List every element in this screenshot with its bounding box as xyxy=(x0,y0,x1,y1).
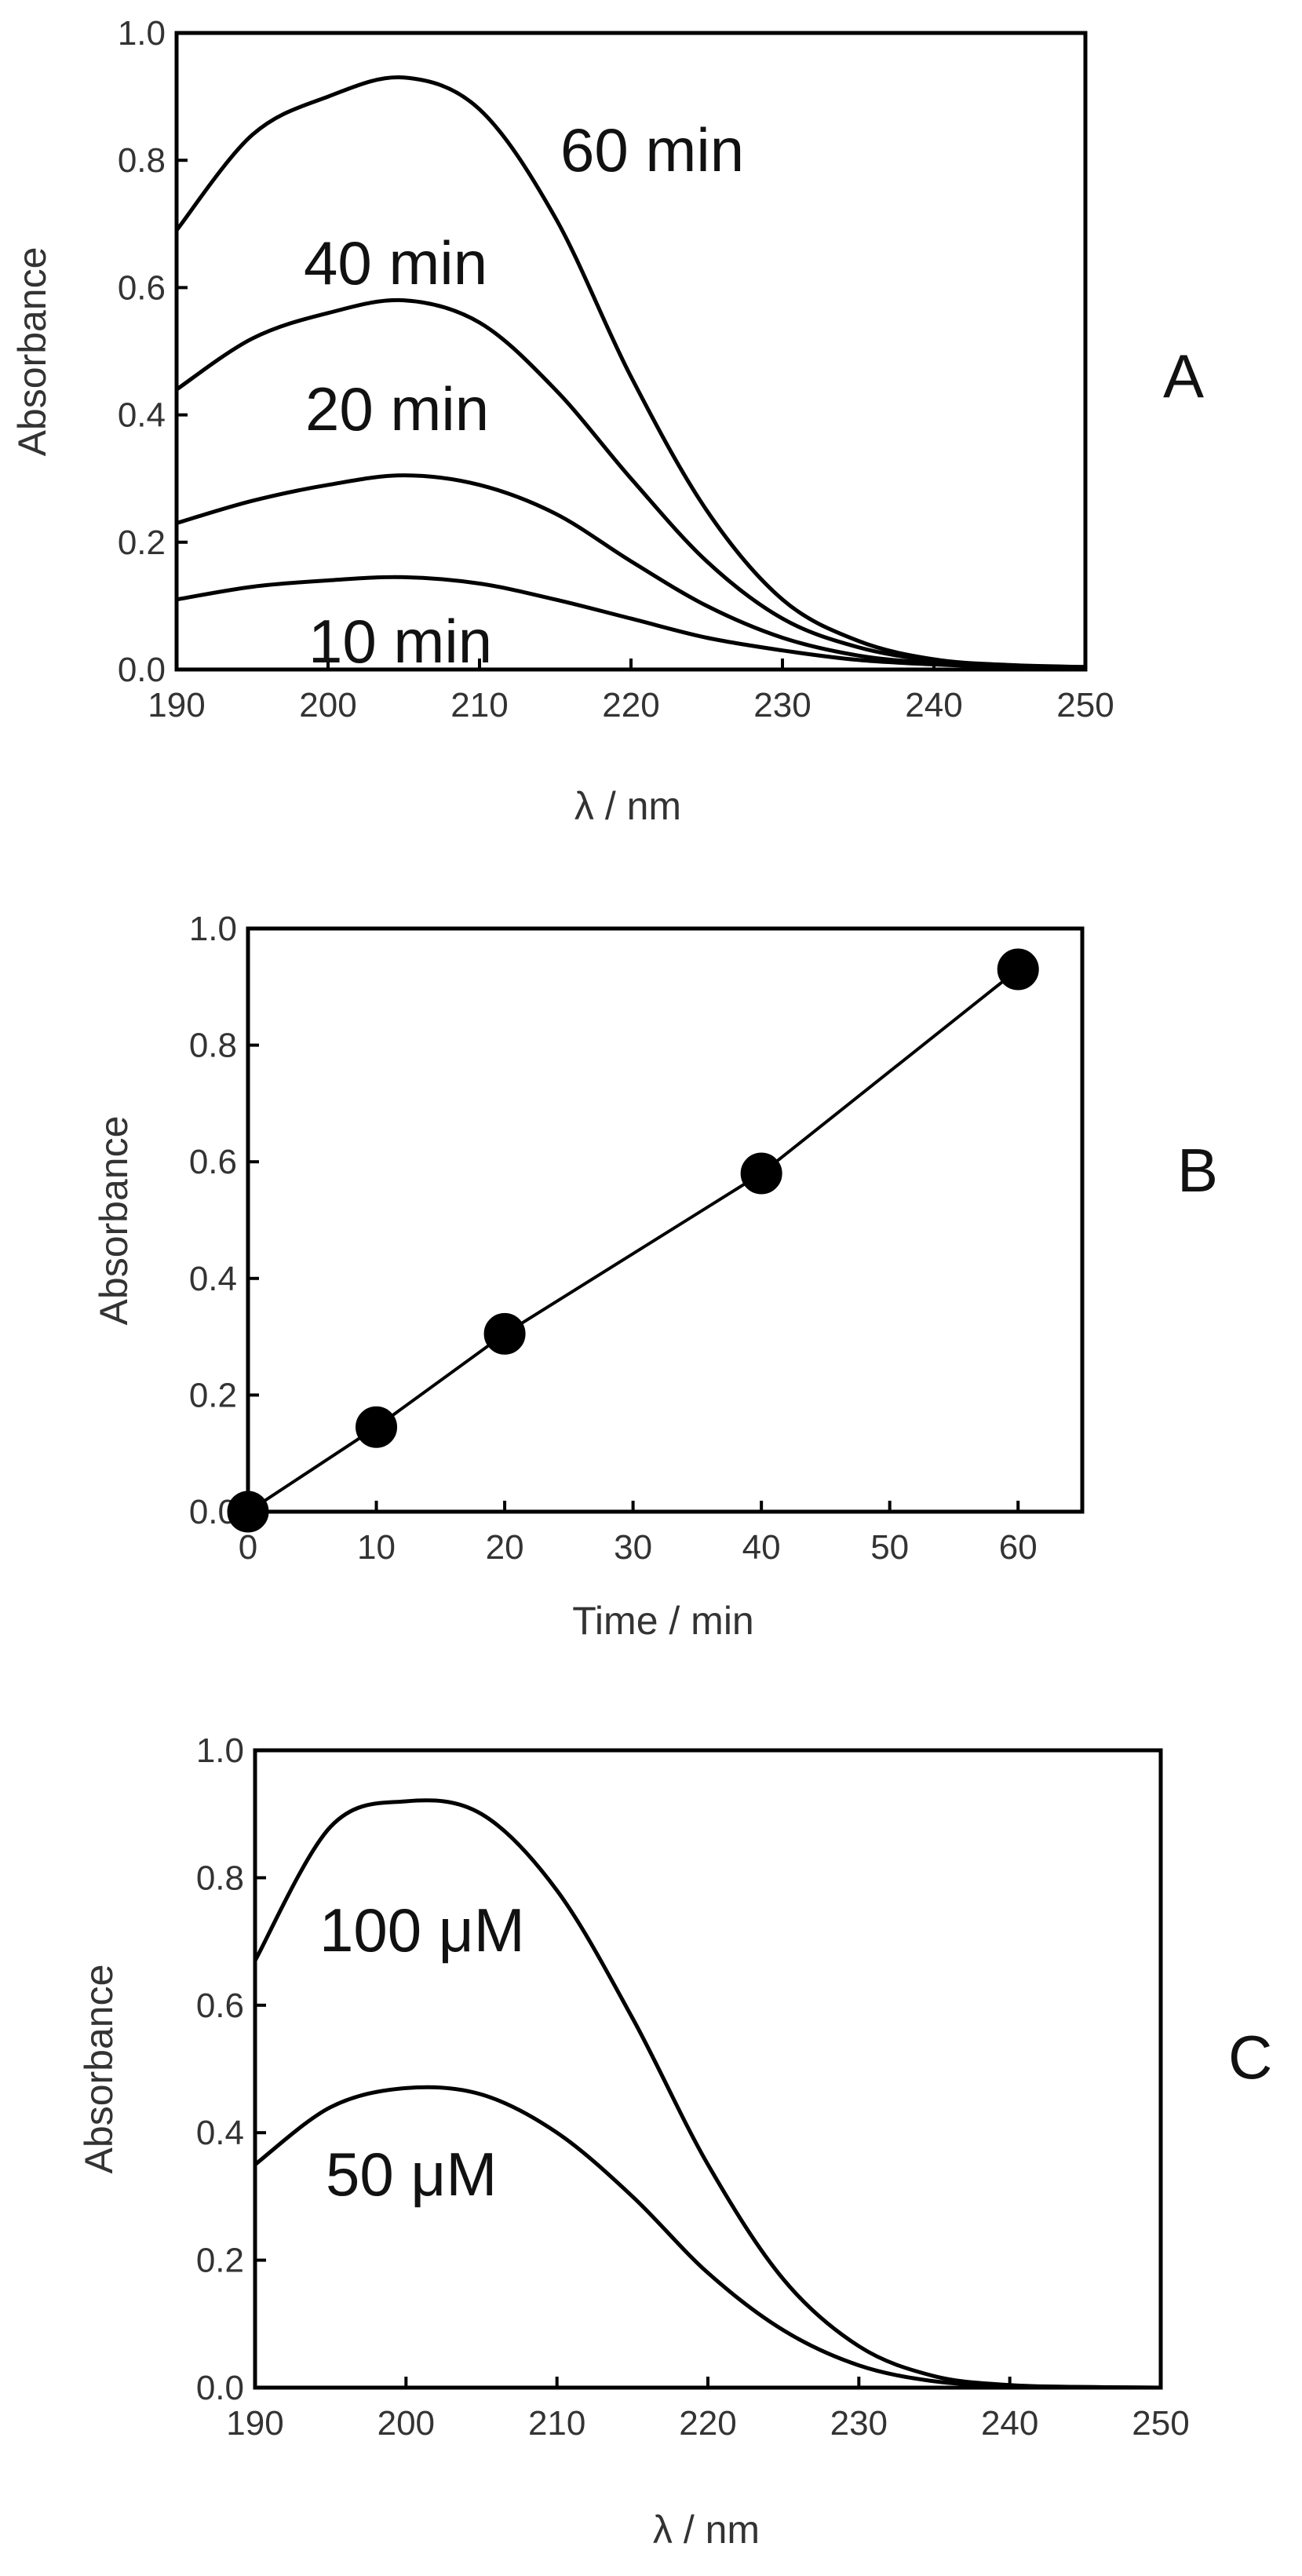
panel-b-y-tick-label: 0.4 xyxy=(189,1260,237,1298)
panel-b-y-tick-label: 0.6 xyxy=(189,1143,237,1181)
panel-a-x-tick-label: 190 xyxy=(148,686,205,724)
panel-b-data-point xyxy=(997,948,1039,991)
panel-a-y-axis-ticks: 0.0 0.2 0.4 0.6 0.8 1.0 xyxy=(118,14,188,689)
panel-a-x-tick-label: 250 xyxy=(1056,686,1114,724)
panel-c-x-tick-label: 230 xyxy=(830,2404,888,2443)
panel-c-label-100uM: 100 μM xyxy=(319,1896,525,1965)
panel-a-label-10min: 10 min xyxy=(308,607,492,676)
panel-c-x-tick-label: 250 xyxy=(1132,2404,1189,2443)
panel-c-y-axis-title: Absorbance xyxy=(77,1965,121,2174)
panel-a-x-tick-label: 210 xyxy=(450,686,508,724)
panel-b-y-axis-title: Absorbance xyxy=(92,1116,136,1326)
panel-c-y-tick-label: 0.4 xyxy=(196,2114,244,2152)
panel-a-y-tick-label: 0.4 xyxy=(118,396,166,435)
panel-c: 0.0 0.2 0.4 0.6 0.8 1.0 190 200 210 220 230 240 250… xyxy=(77,1731,1272,2552)
panel-b-x-tick-label: 40 xyxy=(742,1528,781,1567)
panel-b-x-tick-label: 0 xyxy=(239,1528,257,1567)
panel-a-y-tick-label: 0.0 xyxy=(118,651,166,689)
panel-c-label-50uM: 50 μM xyxy=(326,2140,497,2209)
panel-a-label-40min: 40 min xyxy=(304,228,487,297)
panel-a-x-tick-label: 230 xyxy=(753,686,811,724)
panel-a-y-tick-label: 0.2 xyxy=(118,524,166,562)
panel-b-y-axis-ticks: 0.00.20.40.60.81.0 xyxy=(189,910,259,1531)
panel-a-letter: A xyxy=(1163,341,1204,410)
panel-c-curves xyxy=(253,1798,1162,2390)
panel-c-x-axis-ticks: 190 200 210 220 230 240 250 xyxy=(226,2377,1190,2443)
panel-b: 0.00.20.40.60.81.0 0 10 20 30 40 50 60 Absorba… xyxy=(92,910,1218,1643)
panel-b-y-tick-label: 1.0 xyxy=(189,910,237,948)
panel-b-x-tick-label: 60 xyxy=(999,1528,1038,1567)
panel-a-y-tick-label: 0.8 xyxy=(118,141,166,180)
panel-c-y-tick-label: 0.2 xyxy=(196,2242,244,2280)
panel-b-letter: B xyxy=(1177,1136,1218,1205)
panel-a-x-axis-title: λ / nm xyxy=(574,784,681,828)
panel-b-x-axis-title: Time / min xyxy=(572,1599,754,1643)
panel-b-data-point xyxy=(740,1152,782,1195)
panel-a-series-line xyxy=(176,473,1086,670)
panel-c-x-tick-label: 210 xyxy=(528,2404,585,2443)
panel-a-y-tick-label: 1.0 xyxy=(118,14,166,53)
panel-a-x-tick-label: 220 xyxy=(602,686,659,724)
panel-c-letter: C xyxy=(1228,2023,1272,2092)
panel-c-x-tick-label: 220 xyxy=(679,2404,736,2443)
panel-b-y-tick-label: 0.2 xyxy=(189,1376,237,1414)
panel-a: 0.0 0.2 0.4 0.6 0.8 1.0 190 200 210 220 230 240 250… xyxy=(10,14,1204,828)
panel-b-plot-frame xyxy=(246,926,1085,1514)
panel-c-y-tick-label: 1.0 xyxy=(196,1731,244,1770)
panel-b-markers xyxy=(227,948,1039,1533)
panel-b-data-point xyxy=(227,1491,269,1533)
panel-a-x-axis-ticks: 190 200 210 220 230 240 250 xyxy=(148,659,1114,724)
panel-c-plot-frame xyxy=(253,1748,1163,2390)
panel-b-x-tick-label: 30 xyxy=(614,1528,652,1567)
panel-b-x-tick-label: 20 xyxy=(486,1528,524,1567)
panel-c-y-tick-label: 0.6 xyxy=(196,1987,244,2025)
panel-a-x-tick-label: 200 xyxy=(299,686,356,724)
panel-c-series-line xyxy=(253,2085,1162,2390)
panel-c-x-axis-title: λ / nm xyxy=(653,2508,760,2552)
panel-c-y-tick-label: 0.0 xyxy=(196,2369,244,2407)
panel-c-x-tick-label: 240 xyxy=(981,2404,1038,2443)
panel-a-label-20min: 20 min xyxy=(305,374,489,443)
panel-a-y-tick-label: 0.6 xyxy=(118,268,166,307)
panel-c-x-tick-label: 200 xyxy=(377,2404,435,2443)
panel-a-x-tick-label: 240 xyxy=(905,686,962,724)
panel-b-x-tick-label: 50 xyxy=(870,1528,909,1567)
panel-a-series-line xyxy=(175,75,1086,670)
panel-a-label-60min: 60 min xyxy=(560,115,744,184)
panel-b-data-point xyxy=(356,1406,398,1448)
panel-c-series-line xyxy=(253,1798,1162,2390)
panel-b-x-axis-ticks: 0 10 20 30 40 50 60 xyxy=(239,1501,1038,1567)
panel-c-y-axis-ticks: 0.0 0.2 0.4 0.6 0.8 1.0 xyxy=(196,1731,266,2407)
panel-c-x-tick-label: 190 xyxy=(226,2404,283,2443)
panel-c-y-tick-label: 0.8 xyxy=(196,1859,244,1897)
panel-b-data-point xyxy=(483,1312,526,1355)
panel-b-x-tick-label: 10 xyxy=(357,1528,396,1567)
panel-a-y-axis-title: Absorbance xyxy=(10,247,54,457)
panel-a-curves xyxy=(175,75,1086,670)
panel-b-y-tick-label: 0.8 xyxy=(189,1027,237,1065)
